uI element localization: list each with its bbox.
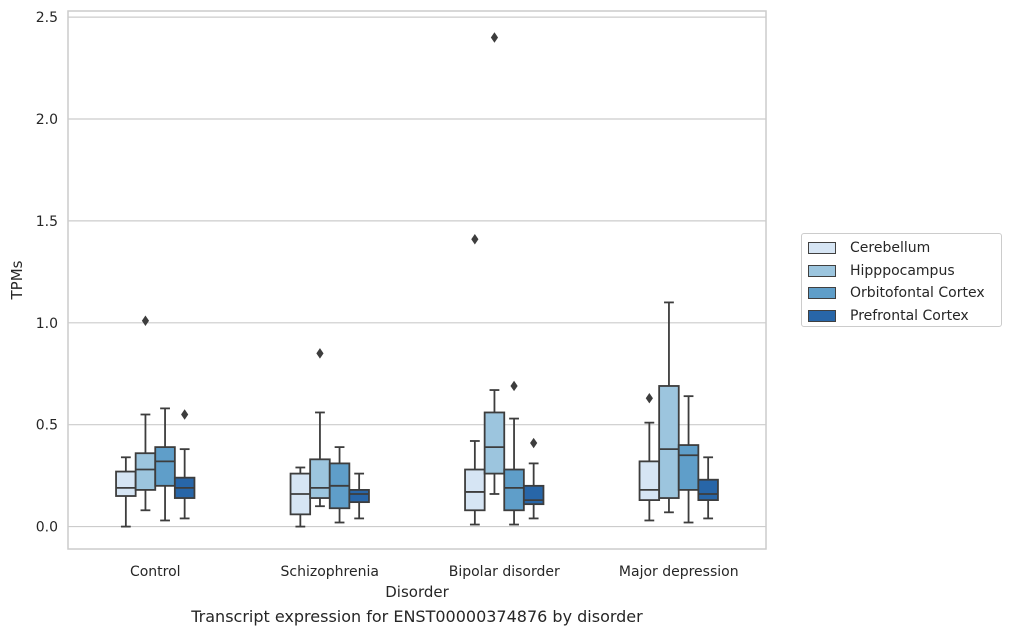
x-tick-label: Control (130, 564, 181, 580)
legend-swatch (808, 242, 836, 255)
outlier-point (181, 409, 189, 420)
box-3-0 (638, 392, 661, 522)
y-tick-label: 0.5 (36, 418, 58, 434)
box-3-3 (697, 456, 719, 520)
box-iqr (503, 468, 525, 512)
box-iqr (697, 478, 719, 501)
box-0-1 (134, 315, 157, 512)
box-plots (115, 32, 719, 528)
legend-item-prefrontal-cortex: Prefrontal Cortex (808, 305, 1001, 328)
box-iqr (348, 489, 370, 504)
box-iqr (483, 411, 506, 475)
box-iqr (638, 460, 661, 501)
outlier-point (316, 348, 324, 359)
x-tick-labels: Control Schizophrenia Bipolar disorder Majo… (130, 564, 739, 580)
outlier-point (471, 234, 479, 245)
box-3-1 (658, 301, 680, 514)
legend-label: Prefrontal Cortex (850, 307, 969, 324)
y-tick-label: 0.0 (36, 520, 58, 536)
box-2-3 (522, 437, 545, 520)
x-axis-title: Disorder (385, 583, 449, 601)
legend-swatch (808, 264, 836, 277)
box-0-0 (115, 456, 137, 528)
box-iqr (309, 458, 331, 499)
box-1-1 (309, 348, 331, 508)
box-1-2 (328, 446, 351, 524)
legend-label: Cerebellum (850, 240, 931, 257)
box-2-2 (503, 380, 525, 526)
legend-swatch (808, 287, 836, 300)
box-iqr (677, 444, 700, 491)
outlier-point (510, 380, 518, 392)
box-0-3 (173, 409, 196, 520)
legend-swatch (808, 309, 836, 322)
outlier-point (490, 32, 499, 43)
chart-title: Transcript expression for ENST0000037487… (191, 607, 643, 626)
box-2-0 (464, 234, 486, 526)
box-iqr (154, 446, 176, 487)
box-1-3 (348, 472, 370, 520)
legend-label: Orbitofontal Cortex (850, 285, 985, 302)
box-iqr (464, 468, 486, 512)
legend-label: Hipppocampus (850, 262, 955, 279)
y-tick-label: 2.5 (36, 10, 58, 26)
outlier-point (141, 315, 150, 326)
x-tick-label: Schizophrenia (281, 564, 379, 580)
box-2-1 (483, 32, 506, 495)
box-iqr (522, 484, 545, 506)
outlier-point (530, 437, 538, 449)
y-tick-label: 2.0 (36, 112, 58, 128)
y-tick-label: 1.0 (36, 316, 58, 332)
box-1-0 (289, 466, 312, 528)
legend-item-cerebellum: Cerebellum (808, 237, 1001, 260)
x-tick-label: Bipolar disorder (449, 564, 560, 580)
x-tick-label: Major depression (619, 564, 739, 580)
box-3-2 (677, 395, 700, 524)
box-iqr (658, 385, 680, 499)
y-axis-title: TPMs (8, 260, 26, 300)
legend-item-orbitofrontal-cortex: Orbitofontal Cortex (808, 282, 1001, 305)
box-iqr (115, 470, 137, 497)
legend: Cerebellum Hipppocampus Orbitofontal Cor… (801, 233, 1002, 327)
y-tick-label: 1.5 (36, 214, 58, 230)
outlier-point (645, 392, 653, 404)
legend-item-hippocampus: Hipppocampus (808, 260, 1001, 283)
box-0-2 (154, 407, 176, 522)
box-iqr (134, 452, 157, 491)
y-tick-labels: 0.0 0.5 1.0 1.5 2.0 2.5 (36, 10, 58, 535)
plot-frame (67, 10, 767, 550)
grid-lines (68, 16, 766, 528)
